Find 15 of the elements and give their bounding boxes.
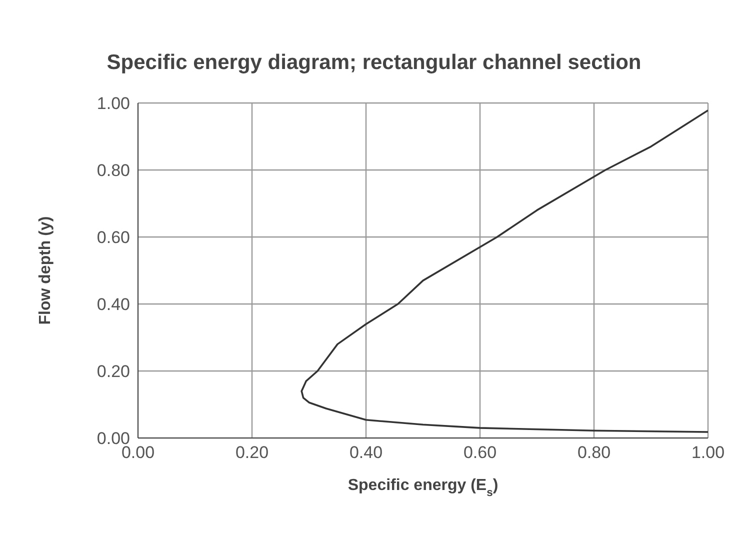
y-tick-label: 0.60 bbox=[96, 228, 130, 248]
x-tick-label: 0.20 bbox=[235, 443, 269, 462]
y-tick-label: 1.00 bbox=[96, 94, 130, 114]
y-tick-label: 0.20 bbox=[96, 362, 130, 382]
x-tick-label: 0.40 bbox=[349, 443, 383, 462]
x-tick-label: 1.00 bbox=[691, 443, 725, 462]
x-tick-label: 0.00 bbox=[121, 443, 155, 462]
y-tick-label: 0.40 bbox=[96, 295, 130, 314]
x-axis-title: Specific energy (E$_{s}$) bbox=[348, 477, 498, 499]
x-tick-label: 0.60 bbox=[463, 443, 497, 462]
y-tick-label: 0.80 bbox=[96, 161, 130, 180]
y-axis-title: Flow depth (y) bbox=[37, 216, 54, 325]
chart-title: Specific energy diagram; rectangular channel section bbox=[106, 50, 642, 76]
line-series bbox=[300, 109, 708, 433]
x-tick-label: 0.80 bbox=[577, 443, 611, 462]
